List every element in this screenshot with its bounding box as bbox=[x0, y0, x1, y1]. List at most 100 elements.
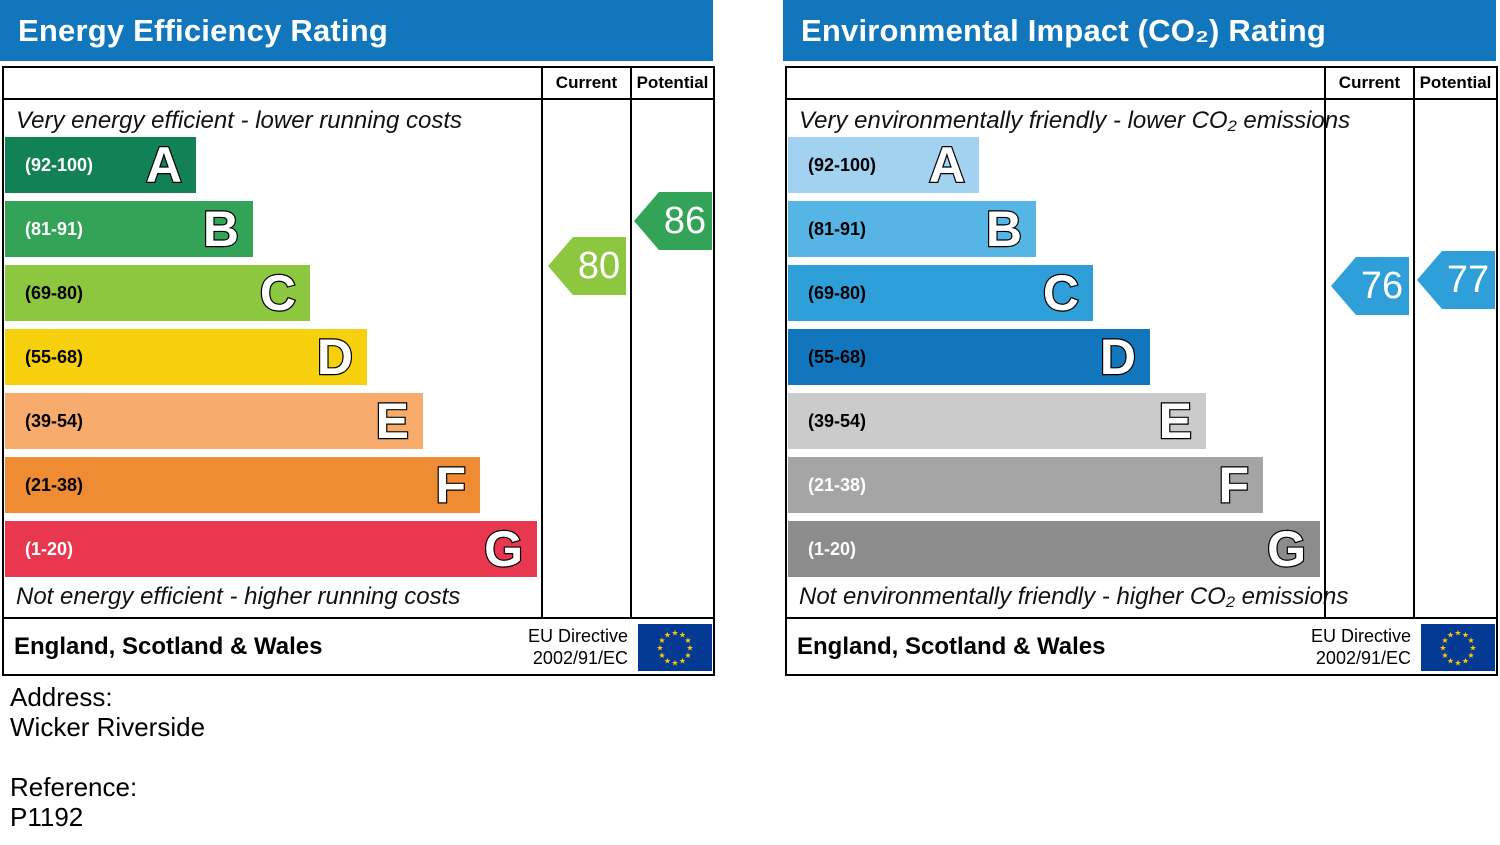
property-details: Address: Wicker Riverside Reference: P11… bbox=[10, 682, 205, 832]
eu-flag-icon: ★ ★ ★★ ★★ ★★ ★★ ★★ bbox=[1421, 624, 1495, 671]
region-label: England, Scotland & Wales bbox=[14, 632, 323, 660]
environmental-impact-chart: Environmental Impact (CO₂) Rating Curren… bbox=[783, 0, 1500, 690]
band-b: (81-91) B bbox=[5, 200, 253, 258]
environment-chart-header: Environmental Impact (CO₂) Rating bbox=[783, 0, 1496, 61]
potential-rating-arrow: 86 bbox=[634, 192, 712, 250]
svg-text:★: ★ bbox=[686, 644, 693, 653]
current-column-header: Current bbox=[555, 73, 618, 92]
current-rating-value: 80 bbox=[577, 244, 621, 287]
band-d: (55-68) D bbox=[5, 328, 367, 386]
reference-label: Reference: bbox=[10, 772, 138, 802]
address-value: Wicker Riverside bbox=[10, 712, 206, 742]
svg-text:★: ★ bbox=[1454, 629, 1461, 638]
svg-text:★: ★ bbox=[1447, 657, 1454, 666]
band-a-range: (92-100) bbox=[25, 154, 94, 175]
band-e-range: (39-54) bbox=[25, 410, 84, 431]
band-e-range: (39-54) bbox=[808, 410, 867, 431]
current-rating-arrow: 76 bbox=[1331, 257, 1409, 315]
eu-flag-icon: ★ ★ ★★ ★★ ★★ ★★ ★★ bbox=[638, 624, 712, 671]
band-c: (69-80) C bbox=[5, 264, 310, 322]
header-row-divider bbox=[787, 98, 1496, 100]
band-c: (69-80) C bbox=[788, 264, 1093, 322]
footer-row-divider bbox=[787, 617, 1496, 619]
energy-chart-title: Energy Efficiency Rating bbox=[18, 12, 389, 48]
band-a-range: (92-100) bbox=[808, 154, 877, 175]
band-c-letter: C bbox=[259, 264, 298, 322]
svg-text:★: ★ bbox=[658, 651, 665, 660]
footer-row-divider bbox=[4, 617, 713, 619]
header-row-divider bbox=[4, 98, 713, 100]
band-c-range: (69-80) bbox=[25, 282, 84, 303]
band-d-range: (55-68) bbox=[808, 346, 867, 367]
band-e-letter: E bbox=[1157, 392, 1193, 450]
potential-rating-value: 86 bbox=[663, 199, 707, 242]
spacer bbox=[10, 742, 205, 772]
svg-text:★: ★ bbox=[1441, 651, 1448, 660]
column-divider bbox=[541, 68, 543, 619]
current-column-header: Current bbox=[1338, 73, 1401, 92]
band-b-letter: B bbox=[985, 200, 1024, 258]
current-rating-arrow: 80 bbox=[548, 237, 626, 295]
svg-text:★: ★ bbox=[1454, 659, 1461, 668]
reference-value: P1192 bbox=[10, 802, 84, 832]
bottom-caption: Not environmentally friendly - higher CO… bbox=[799, 583, 1349, 610]
svg-text:★: ★ bbox=[1467, 636, 1474, 645]
band-a: (92-100) A bbox=[788, 136, 979, 194]
svg-text:★: ★ bbox=[684, 636, 691, 645]
band-g-range: (1-20) bbox=[25, 538, 74, 559]
band-a: (92-100) A bbox=[5, 136, 196, 194]
bottom-caption: Not energy efficient - higher running co… bbox=[16, 583, 461, 610]
band-f: (21-38) F bbox=[788, 456, 1263, 514]
current-rating-value: 76 bbox=[1360, 264, 1404, 307]
environment-chart-title: Environmental Impact (CO₂) Rating bbox=[801, 12, 1327, 48]
band-e: (39-54) E bbox=[5, 392, 423, 450]
svg-text:★: ★ bbox=[679, 657, 686, 666]
band-f: (21-38) F bbox=[5, 456, 480, 514]
column-divider bbox=[630, 68, 632, 619]
band-g: (1-20) G bbox=[788, 520, 1320, 578]
column-divider bbox=[1324, 68, 1326, 619]
band-f-letter: F bbox=[434, 456, 467, 514]
svg-text:★: ★ bbox=[664, 631, 671, 640]
band-g-letter: G bbox=[483, 520, 524, 578]
band-c-letter: C bbox=[1042, 264, 1081, 322]
svg-text:★: ★ bbox=[679, 631, 686, 640]
svg-text:★: ★ bbox=[664, 657, 671, 666]
energy-efficiency-chart: Energy Efficiency Rating Current Potenti… bbox=[0, 0, 717, 690]
band-c-range: (69-80) bbox=[808, 282, 867, 303]
region-label: England, Scotland & Wales bbox=[797, 632, 1106, 660]
eu-directive-label: EU Directive 2002/91/EC bbox=[528, 619, 628, 674]
band-b-range: (81-91) bbox=[808, 218, 867, 239]
top-caption: Very energy efficient - lower running co… bbox=[16, 107, 462, 134]
svg-text:★: ★ bbox=[1462, 631, 1469, 640]
energy-chart-header: Energy Efficiency Rating bbox=[0, 0, 713, 61]
eu-directive-label: EU Directive 2002/91/EC bbox=[1311, 619, 1411, 674]
svg-text:★: ★ bbox=[671, 629, 678, 638]
svg-text:★: ★ bbox=[1469, 644, 1476, 653]
band-g-range: (1-20) bbox=[808, 538, 857, 559]
band-d-letter: D bbox=[1099, 328, 1138, 386]
band-d-range: (55-68) bbox=[25, 346, 84, 367]
band-f-letter: F bbox=[1217, 456, 1250, 514]
band-d-letter: D bbox=[316, 328, 355, 386]
band-f-range: (21-38) bbox=[25, 474, 84, 495]
potential-column-header: Potential bbox=[636, 73, 709, 92]
band-g-letter: G bbox=[1266, 520, 1307, 578]
environment-chart-table: Current Potential Very environmentally f… bbox=[785, 66, 1498, 676]
band-a-letter: A bbox=[145, 136, 184, 194]
band-e: (39-54) E bbox=[788, 392, 1206, 450]
band-b-range: (81-91) bbox=[25, 218, 84, 239]
svg-text:★: ★ bbox=[671, 659, 678, 668]
eu-directive-line1: EU Directive bbox=[527, 625, 628, 646]
energy-chart-table: Current Potential Very energy efficient … bbox=[2, 66, 715, 676]
band-e-letter: E bbox=[374, 392, 410, 450]
band-f-range: (21-38) bbox=[808, 474, 867, 495]
svg-text:★: ★ bbox=[656, 644, 663, 653]
svg-text:★: ★ bbox=[658, 636, 665, 645]
address-label: Address: bbox=[10, 682, 113, 712]
eu-directive-line2: 2002/91/EC bbox=[1315, 647, 1411, 668]
svg-text:★: ★ bbox=[1447, 631, 1454, 640]
band-b: (81-91) B bbox=[788, 200, 1036, 258]
eu-directive-line2: 2002/91/EC bbox=[532, 647, 628, 668]
